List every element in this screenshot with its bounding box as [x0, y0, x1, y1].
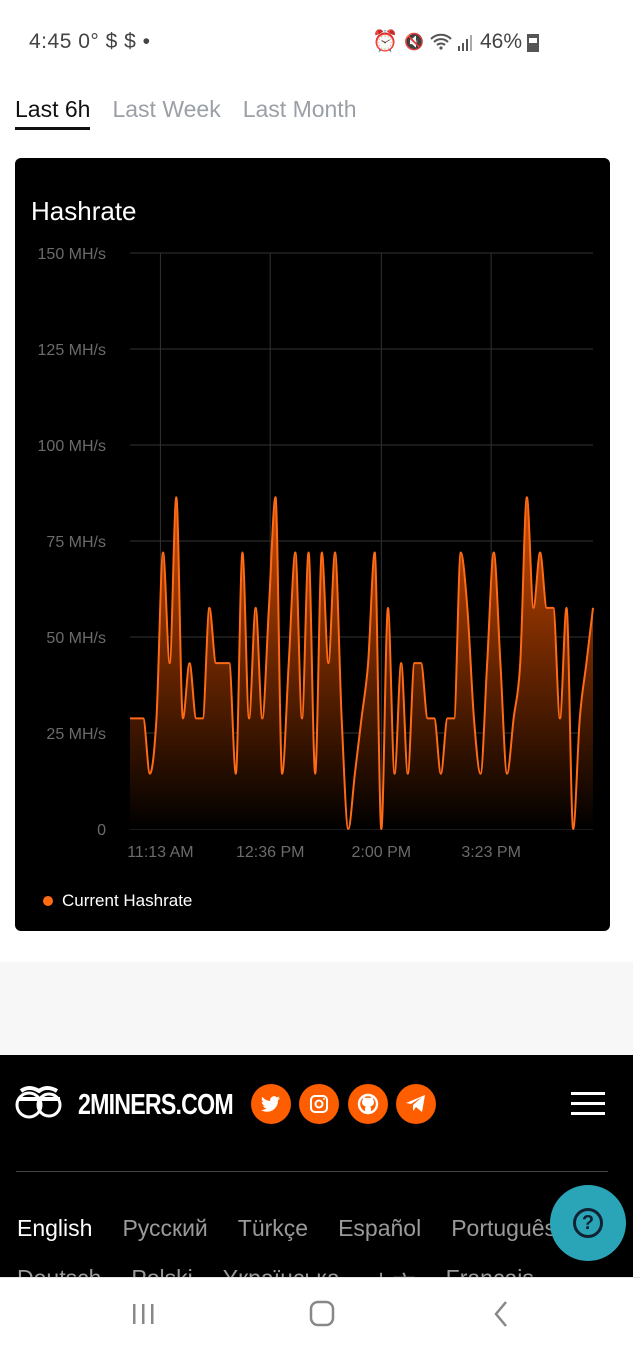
language-russian[interactable]: Русский	[122, 1215, 208, 1241]
footer-divider	[16, 1171, 608, 1172]
2miners-logo-icon	[15, 1086, 62, 1119]
github-icon	[357, 1093, 379, 1115]
y-tick-label: 25 MH/s	[46, 726, 106, 743]
x-tick-label: 12:36 PM	[236, 844, 304, 861]
status-bar: 4:45 0° $ $ • ⏰ 🔇 46%	[0, 28, 640, 58]
y-tick-label: 100 MH/s	[38, 438, 106, 455]
y-tick-label: 50 MH/s	[46, 630, 106, 647]
instagram-icon	[310, 1095, 328, 1113]
twitter-icon	[261, 1096, 280, 1112]
language-list-row2: Deutsch Polski Yкраїнська 中文 Français	[17, 1265, 534, 1277]
legend-dot	[43, 896, 53, 906]
spacer-band	[0, 962, 633, 1055]
language-item[interactable]: Yкраїнська	[223, 1265, 340, 1277]
instagram-button[interactable]	[299, 1084, 339, 1124]
language-spanish[interactable]: Español	[338, 1215, 422, 1241]
series-area	[130, 497, 593, 829]
back-icon[interactable]	[492, 1300, 510, 1328]
y-tick-label: 125 MH/s	[38, 342, 106, 359]
telegram-icon	[406, 1095, 425, 1112]
home-icon[interactable]	[309, 1300, 335, 1328]
menu-hamburger-icon[interactable]	[571, 1092, 605, 1116]
time-range-tabs: Last 6h Last Week Last Month	[15, 96, 357, 130]
card-title: Hashrate	[31, 196, 137, 226]
language-item[interactable]: Français	[446, 1265, 534, 1277]
github-button[interactable]	[348, 1084, 388, 1124]
y-tick-label: 75 MH/s	[46, 534, 106, 551]
battery-percent: 46%	[480, 30, 523, 53]
signal-icon	[458, 35, 473, 51]
x-tick-label: 3:23 PM	[461, 844, 521, 861]
language-portuguese[interactable]: Português	[451, 1215, 557, 1241]
footer: 2MINERS.COM English Русский Türkçe Españ…	[0, 1055, 633, 1277]
language-item[interactable]: Deutsch	[17, 1265, 101, 1277]
tab-last-6h[interactable]: Last 6h	[15, 96, 91, 130]
tab-last-week[interactable]: Last Week	[112, 96, 221, 122]
language-item[interactable]: Polski	[131, 1265, 192, 1277]
twitter-button[interactable]	[251, 1084, 291, 1124]
language-turkish[interactable]: Türkçe	[237, 1215, 309, 1241]
hashrate-chart: 0 25 MH/s 50 MH/s 75 MH/s 100 MH/s 125 MH/s 15…	[38, 246, 594, 861]
x-tick-label: 2:00 PM	[352, 844, 412, 861]
hashrate-card: 0 25 MH/s 50 MH/s 75 MH/s 100 MH/s 125 MH/s 15…	[15, 158, 610, 931]
telegram-button[interactable]	[396, 1084, 436, 1124]
status-time: 4:45 0° $ $ •	[29, 30, 151, 53]
series-line	[130, 496, 594, 831]
question-icon: ?	[573, 1208, 603, 1238]
help-button[interactable]: ?	[550, 1185, 626, 1261]
status-icons: ⏰ 🔇	[372, 30, 474, 54]
x-tick-label: 11:13 AM	[127, 844, 193, 861]
language-item[interactable]: 中文	[370, 1265, 416, 1277]
chart-legend[interactable]: Current Hashrate	[43, 891, 192, 911]
language-english[interactable]: English	[17, 1215, 93, 1241]
y-tick-label: 150 MH/s	[38, 246, 106, 263]
battery-icon	[527, 34, 539, 52]
recent-apps-icon[interactable]	[131, 1302, 157, 1326]
mute-icon: 🔇	[404, 34, 425, 51]
alarm-icon: ⏰	[372, 30, 399, 53]
brand-name[interactable]: 2MINERS.COM	[78, 1089, 234, 1121]
android-nav-bar	[0, 1277, 640, 1351]
language-list: English Русский Türkçe Español Português	[17, 1215, 556, 1242]
y-tick-label: 0	[97, 822, 106, 839]
legend-label: Current Hashrate	[62, 891, 193, 910]
tab-last-month[interactable]: Last Month	[242, 96, 357, 122]
wifi-icon	[430, 33, 452, 50]
